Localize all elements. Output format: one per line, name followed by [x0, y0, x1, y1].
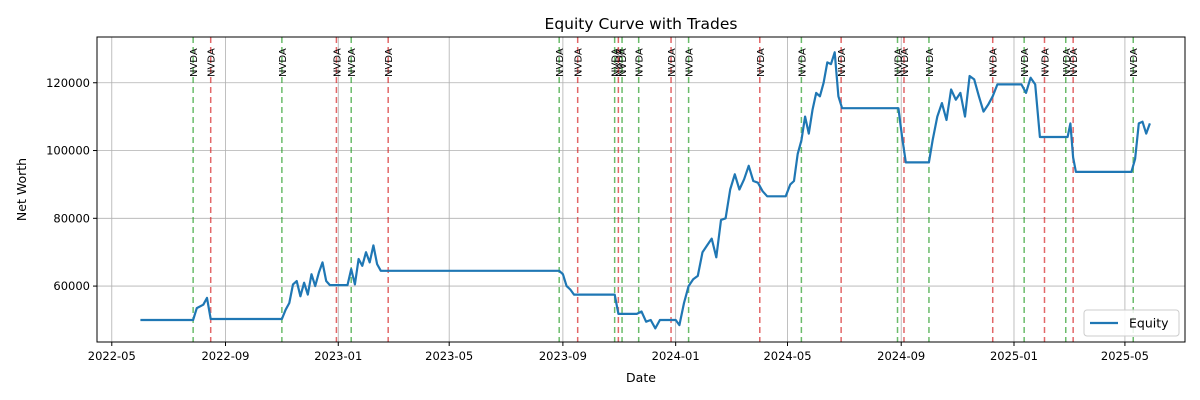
grid-x [111, 37, 1126, 342]
legend-label-equity: Equity [1129, 316, 1169, 331]
x-axis-title: Date [626, 370, 656, 385]
trade-label: NVDA [894, 48, 905, 77]
trade-label: NVDA [925, 48, 936, 77]
x-tick-label: 2022-09 [201, 349, 249, 363]
y-tick-label: 60000 [53, 279, 90, 293]
y-tick-label: 120000 [46, 76, 90, 90]
trade-label: NVDA [278, 48, 289, 77]
grid-y [97, 82, 1185, 287]
trade-label: NVDA [1062, 48, 1073, 77]
trade-label: NVDA [384, 48, 395, 77]
trade-label: NVDA [685, 48, 696, 77]
trade-label: NVDA [611, 48, 622, 77]
trade-label: NVDA [797, 48, 808, 77]
legend: Equity [1083, 309, 1180, 337]
y-axis-title: Net Worth [14, 158, 29, 221]
trade-markers: NVDA NVDA NVDA NVDA NVDA NVDA NVDA NVDA NVDANVDA… [189, 37, 1140, 342]
y-tick-label: 80000 [53, 211, 90, 225]
trade-label: NVDA [574, 48, 585, 77]
x-tick-label: 2024-05 [763, 349, 811, 363]
x-tick-label: 2024-01 [652, 349, 700, 363]
chart-title: Equity Curve with Trades [545, 15, 738, 33]
trade-label: NVDA [1129, 48, 1140, 77]
trade-label: NVDA [614, 48, 625, 77]
trade-label: NVDA [1040, 48, 1051, 77]
trade-label: NVDA [1020, 48, 1031, 77]
plot-frame [96, 36, 1186, 343]
equity-series-line [140, 51, 1151, 330]
y-axis: 60000 80000 100000 120000 [46, 76, 97, 293]
x-tick-label: 2023-09 [539, 349, 587, 363]
x-tick-label: 2023-05 [425, 349, 473, 363]
trade-label: NVDA [207, 48, 218, 77]
x-tick-label: 2022-05 [88, 349, 136, 363]
trade-label: NVDA [667, 48, 678, 77]
trade-label: NVDA [900, 48, 911, 77]
x-tick-label: 2024-09 [877, 349, 925, 363]
trade-label: NVDA [189, 48, 200, 77]
trade-label: NVDA [635, 48, 646, 77]
trade-label: NVDA [555, 48, 566, 77]
x-tick-label: 2025-05 [1101, 349, 1149, 363]
y-tick-label: 100000 [46, 144, 90, 158]
x-axis: 2022-05 2022-09 2023-01 2023-05 2023-09 2024-… [88, 342, 1149, 363]
x-tick-label: 2023-01 [314, 349, 362, 363]
trade-label: NVDA [347, 48, 358, 77]
trade-label: NVDA [1069, 48, 1080, 77]
trade-label: NVDA [618, 48, 629, 77]
trade-label: NVDA [332, 48, 343, 77]
trade-label: NVDA [837, 48, 848, 77]
trade-label: NVDA [989, 48, 1000, 77]
legend-box [1083, 309, 1180, 337]
trade-label: NVDA [756, 48, 767, 77]
x-tick-label: 2025-01 [990, 349, 1038, 363]
grid [97, 37, 1185, 342]
